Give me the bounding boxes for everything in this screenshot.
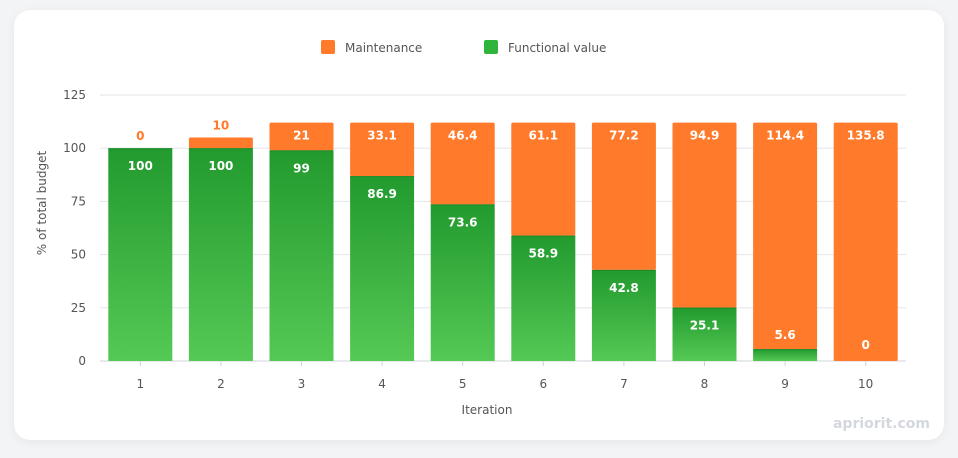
label-functional-value: 99 (293, 161, 310, 175)
x-tick-label: 3 (298, 377, 306, 391)
legend-label-functional-value: Functional value (508, 41, 606, 55)
bars (108, 122, 898, 361)
label-functional-value: 25.1 (690, 319, 720, 333)
legend: Maintenance Functional value (321, 40, 606, 55)
label-maintenance: 77.2 (609, 129, 639, 143)
label-maintenance: 114.4 (766, 129, 804, 143)
legend-label-maintenance: Maintenance (345, 41, 422, 55)
label-functional-value: 58.9 (528, 247, 558, 261)
bar-functional-value (269, 150, 334, 361)
watermark: apriorit.com (833, 416, 930, 432)
x-tick-label: 8 (701, 377, 709, 391)
label-maintenance: 21 (293, 129, 310, 143)
label-functional-value: 100 (208, 159, 233, 173)
legend-swatch-functional-value (484, 40, 498, 54)
label-maintenance: 33.1 (367, 129, 397, 143)
value-labels: 0 100 10 100 21 99 33.1 86.9 46.4 73.6 61.1 58.9 77.… (128, 119, 885, 352)
label-maintenance: 10 (213, 119, 230, 133)
bar-functional-value (591, 269, 656, 361)
bar-functional-value (108, 148, 173, 361)
label-functional-value: 100 (128, 159, 153, 173)
bar-maintenance (350, 122, 415, 177)
bar-functional-value (511, 235, 576, 361)
y-tick-label: 25 (71, 301, 86, 315)
bar-maintenance (188, 137, 253, 149)
x-axis-title: Iteration (462, 403, 513, 417)
bar-maintenance (511, 122, 576, 236)
bar-maintenance (269, 122, 334, 151)
label-maintenance: 0 (136, 129, 144, 143)
label-maintenance: 135.8 (847, 129, 885, 143)
x-tick-label: 7 (620, 377, 628, 391)
y-tick-label: 75 (71, 194, 86, 208)
bar-maintenance (591, 122, 656, 270)
label-maintenance: 46.4 (448, 129, 478, 143)
x-tick-label: 9 (781, 377, 789, 391)
x-tick-label: 6 (539, 377, 547, 391)
bar-maintenance (430, 122, 495, 205)
y-axis-title: % of total budget (35, 151, 49, 256)
x-tick-label: 5 (459, 377, 467, 391)
bar-maintenance (753, 122, 818, 350)
label-functional-value: 0 (862, 338, 870, 352)
bar-functional-value (188, 148, 253, 361)
legend-swatch-maintenance (321, 40, 335, 54)
y-tick-label: 50 (71, 248, 86, 262)
y-tick-label: 100 (63, 141, 86, 155)
x-tick-label: 10 (858, 377, 873, 391)
bar-maintenance (833, 122, 898, 361)
bar-functional-value (672, 307, 737, 361)
bar-functional-value (753, 349, 818, 361)
bar-functional-value (350, 176, 415, 361)
x-tick-label: 1 (136, 377, 144, 391)
x-tick-label: 4 (378, 377, 386, 391)
label-maintenance: 61.1 (528, 129, 558, 143)
y-tick-label: 0 (78, 354, 86, 368)
label-maintenance: 94.9 (690, 129, 720, 143)
label-functional-value: 86.9 (367, 187, 397, 201)
y-tick-label: 125 (63, 88, 86, 102)
bar-functional-value (430, 204, 495, 361)
label-functional-value: 42.8 (609, 281, 639, 295)
x-tick-label: 2 (217, 377, 225, 391)
bar-maintenance (672, 122, 737, 308)
label-functional-value: 73.6 (448, 215, 478, 229)
label-functional-value: 5.6 (774, 328, 795, 342)
